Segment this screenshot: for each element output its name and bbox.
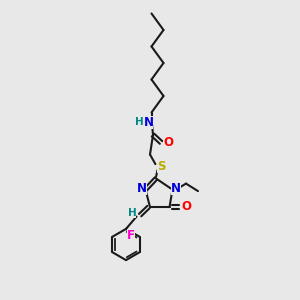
Text: N: N bbox=[171, 182, 181, 195]
Text: N: N bbox=[137, 182, 147, 195]
Text: S: S bbox=[157, 160, 166, 173]
Text: H: H bbox=[134, 117, 143, 128]
Text: F: F bbox=[127, 229, 135, 242]
Text: H: H bbox=[128, 208, 136, 218]
Text: N: N bbox=[143, 116, 154, 129]
Text: O: O bbox=[181, 200, 191, 214]
Text: O: O bbox=[163, 136, 173, 149]
